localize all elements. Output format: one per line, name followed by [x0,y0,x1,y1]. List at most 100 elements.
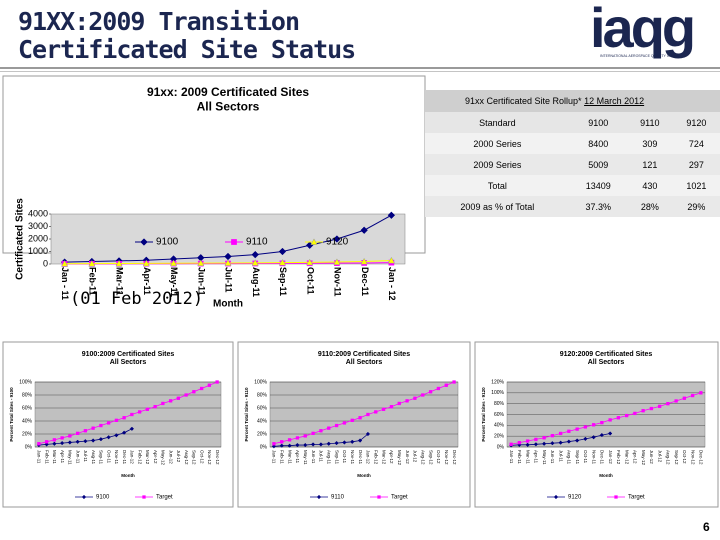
data-point [342,421,347,425]
data-point [129,426,135,431]
x-tick-label: Apr-11 [534,450,539,464]
rollup-table: 91xx Certificated Site Rollup* 12 March … [425,90,720,217]
data-point [311,431,315,436]
table-title: 91xx Certificated Site Rollup* [465,96,582,106]
x-tick-label: Nov-12 [690,450,695,465]
y-tick-label: 20% [494,433,505,439]
x-tick-label: Dec-12 [215,450,220,465]
x-tick-label: Jan - 12 [387,267,397,301]
legend-marker [316,494,322,500]
x-tick-label: Oct-11 [342,450,347,464]
data-point [600,420,604,425]
x-tick-label: May-11 [68,450,73,465]
x-tick-label: Jul-11 [319,450,324,462]
legend-label: Target [156,495,173,501]
legend-label: 9120 [568,495,582,501]
table-cell: 37.3% [569,196,627,217]
chart-subtitle: All Sectors [110,359,147,366]
data-point [413,396,417,400]
y-tick-label: 80% [257,392,268,398]
title-line: Certificated Site Status [18,35,356,64]
x-tick-label: Jan-12 [130,450,135,464]
title-rule [0,67,720,69]
x-tick-label: Sep-12 [192,450,197,465]
table-cell: 29% [672,196,720,217]
data-point [251,259,259,266]
page-number: 6 [703,520,710,534]
table-cell: 28% [626,196,673,217]
chart-title: 9100:2009 Certificated Sites [82,351,175,358]
x-tick-label: Sep-12 [674,450,679,465]
y-tick-label: 0% [497,444,505,450]
x-tick-label: Aug-12 [666,450,671,465]
data-point [115,259,123,267]
chart-subtitle: All Sectors [346,359,383,366]
data-point [607,431,613,436]
data-point [326,441,331,446]
data-point [387,211,396,219]
data-point [541,441,547,446]
data-point [641,409,645,413]
x-tick-label: Oct-12 [199,450,204,464]
data-point [583,436,588,442]
table-header: Standard [425,112,570,133]
x-tick-label: Mar-12 [624,450,629,465]
table-cell: 2000 Series [425,133,570,154]
x-tick-label: Jan-12 [608,450,613,464]
table-date: 12 March 2012 [584,96,645,106]
data-point [436,386,441,391]
data-point [567,429,571,433]
x-tick-label: Feb-12 [137,450,142,465]
x-tick-label: Jan-11 [272,450,277,464]
x-tick-label: Feb-11 [44,450,49,464]
legend-marker [614,495,618,499]
legend-marker [553,494,559,500]
data-point [682,396,687,400]
chart-title: 9120:2009 Certificated Sites [560,351,653,358]
data-point [624,413,629,418]
x-tick-label: Jun-11 [196,267,206,296]
y-tick-label: 100% [491,390,504,396]
data-point [350,439,355,444]
x-tick-label: Dec-11 [358,450,363,465]
data-point [287,438,292,442]
data-point [428,390,433,394]
table-cell: Total [425,175,570,196]
x-tick-label: Aug-11 [91,450,96,465]
data-point [566,439,572,444]
y-tick-label: 4000 [28,208,48,218]
x-tick-label: Jun-12 [168,450,173,464]
data-point [574,438,580,443]
legend-label: 9110 [331,495,345,501]
data-point [68,434,72,438]
title-rule [0,71,720,72]
x-tick-label: Nov-12 [207,450,212,465]
y-axis-label: Percent Total Sites - 9120 [481,387,486,442]
x-tick-label: Jul-11 [558,450,563,462]
table-header: 9110 [626,112,673,133]
data-point [591,423,596,427]
x-tick-label: Feb-12 [374,450,379,465]
data-point [278,258,287,266]
x-tick-label: Mar-11 [115,267,125,296]
data-point [303,434,307,438]
data-point [106,421,111,425]
data-point [145,407,150,411]
y-tick-label: 60% [494,412,505,418]
data-point [176,396,181,400]
chart-subtitle: All Sectors [588,359,625,366]
data-point [60,436,64,440]
legend-marker [142,495,146,499]
x-tick-label: Aug-12 [184,450,189,465]
data-point [52,438,57,442]
x-tick-label: Sep-11 [99,450,104,465]
x-tick-label: Aug-11 [567,450,572,465]
y-tick-label: 100% [254,379,267,385]
x-tick-label: Mar-11 [525,450,530,464]
legend-marker [231,239,237,245]
data-point [83,429,88,433]
y-tick-label: 40% [257,418,268,424]
data-point [583,425,588,429]
